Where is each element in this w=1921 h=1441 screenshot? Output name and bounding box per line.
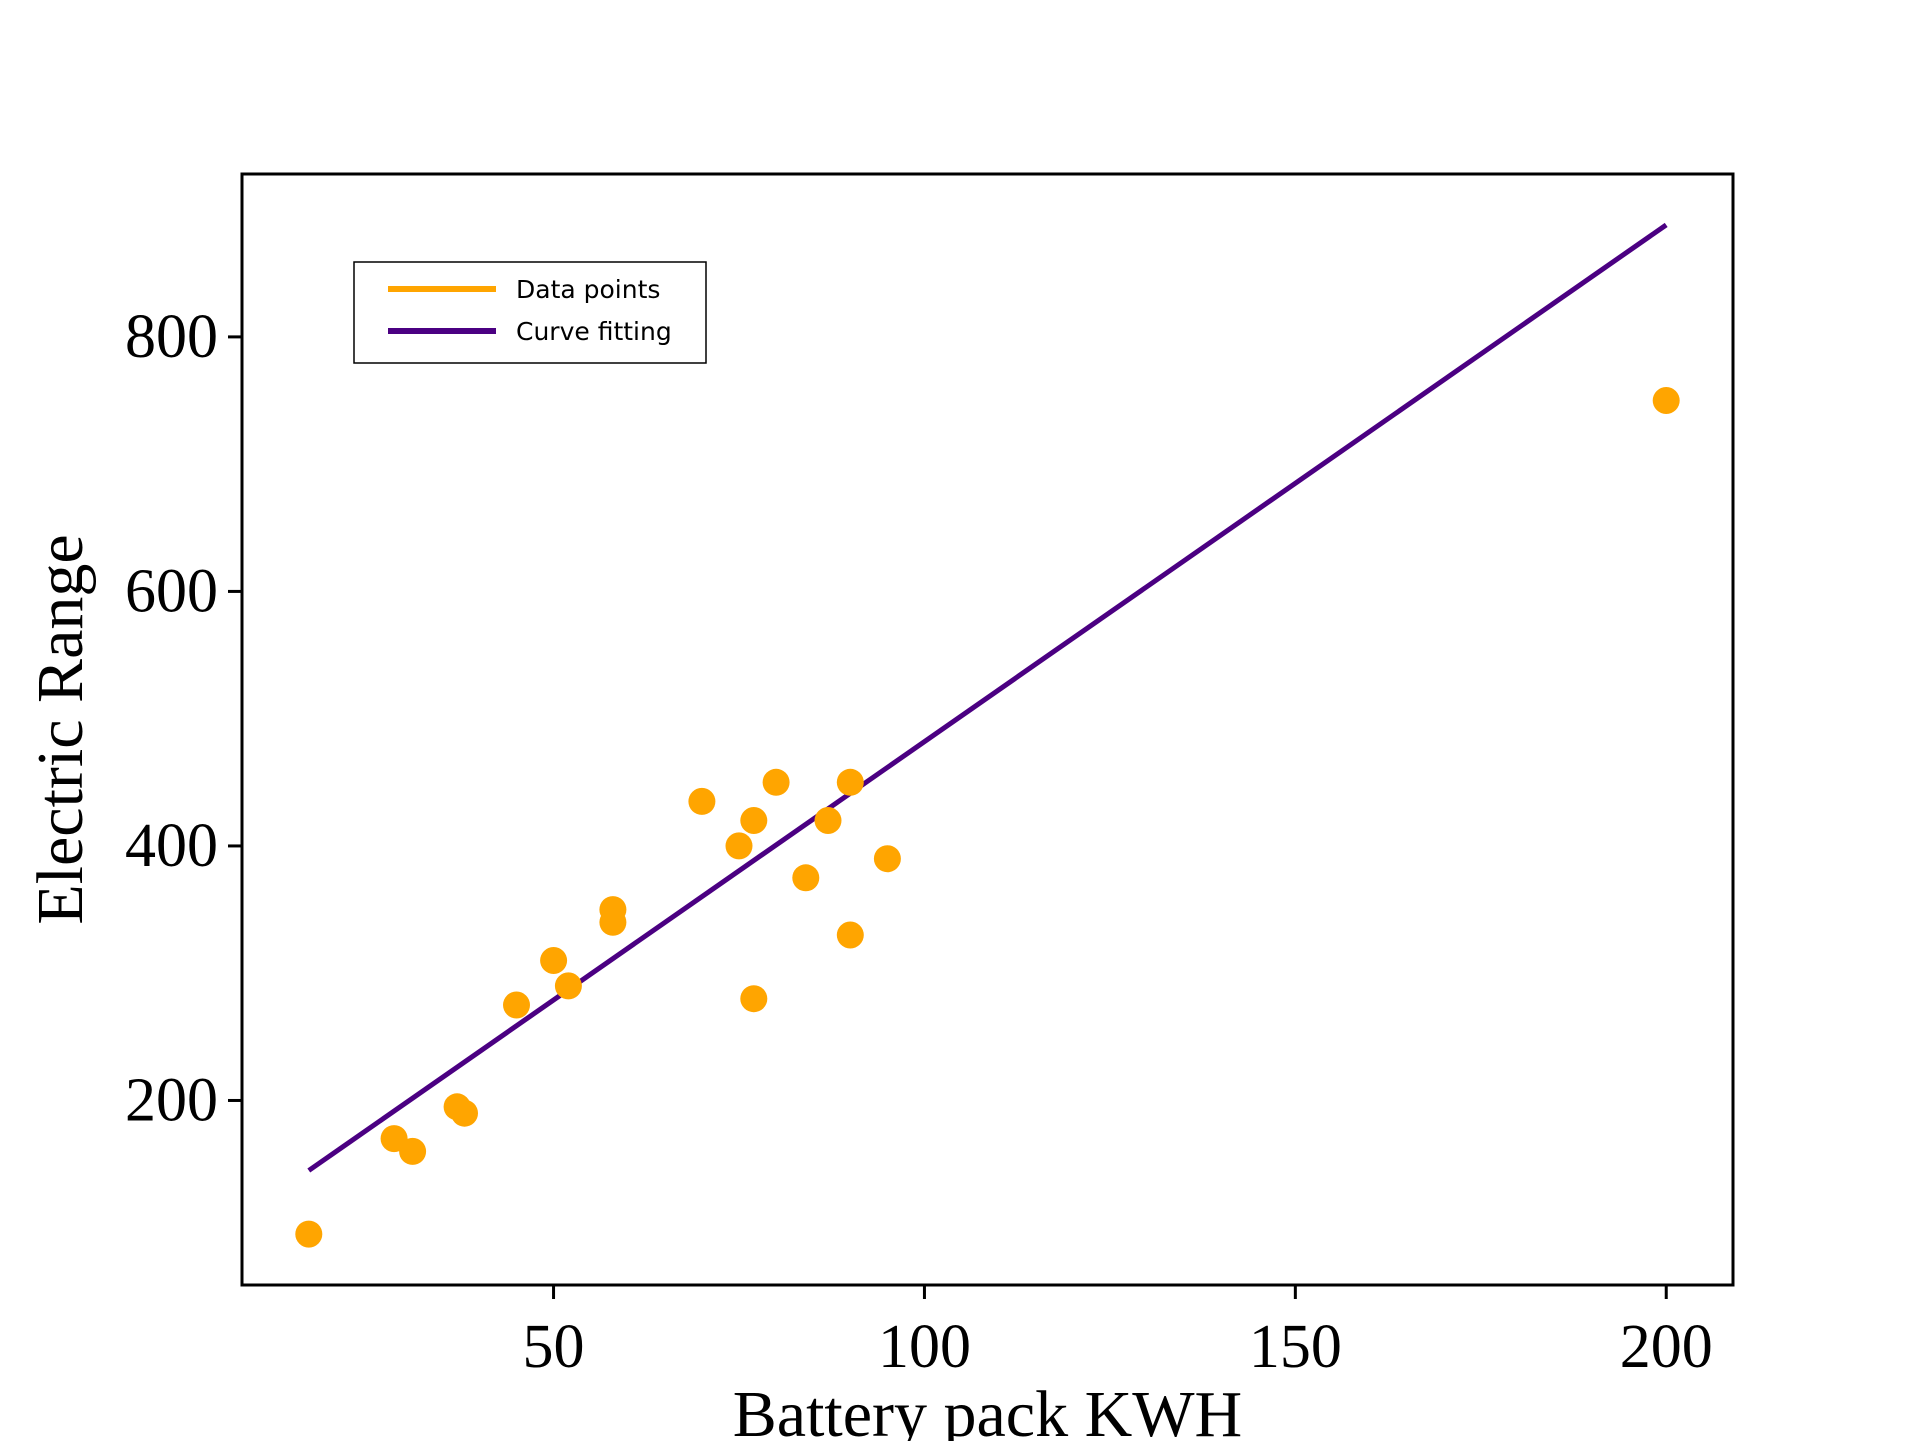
data-point bbox=[836, 768, 864, 796]
x-axis-label: Battery pack KWH bbox=[733, 1378, 1242, 1441]
y-axis-label: Electric Range bbox=[24, 534, 97, 924]
legend-label: Data points bbox=[516, 275, 660, 304]
data-point bbox=[540, 947, 568, 974]
y-tick-label: 800 bbox=[125, 303, 218, 371]
data-point bbox=[451, 1099, 478, 1127]
plot-frame bbox=[240, 172, 1735, 1287]
data-point bbox=[599, 908, 627, 936]
plot-area bbox=[295, 222, 1680, 1248]
x-tick-label: 200 bbox=[1620, 1313, 1713, 1381]
axes: 50 100 150 200 200 400 600 800 Battery pack KWH E… bbox=[24, 172, 1735, 1441]
data-point bbox=[554, 972, 582, 1000]
data-point bbox=[399, 1137, 427, 1165]
data-point bbox=[295, 1220, 323, 1248]
y-tick-label: 200 bbox=[125, 1066, 218, 1134]
x-tick-label: 100 bbox=[878, 1313, 971, 1381]
data-point bbox=[873, 845, 901, 873]
y-tick-label: 400 bbox=[125, 812, 218, 880]
data-point bbox=[688, 787, 716, 815]
data-point bbox=[792, 864, 820, 892]
x-tick-label: 50 bbox=[523, 1313, 585, 1381]
data-point bbox=[503, 991, 530, 1019]
x-tick-label: 150 bbox=[1249, 1313, 1342, 1381]
y-tick-label: 600 bbox=[125, 557, 218, 625]
data-point bbox=[814, 807, 842, 834]
legend-box bbox=[353, 261, 707, 364]
data-point bbox=[836, 921, 864, 949]
legend: Data points Curve fitting bbox=[353, 261, 707, 364]
data-point bbox=[725, 832, 753, 860]
data-point bbox=[740, 807, 768, 834]
fit-line bbox=[307, 222, 1668, 1173]
data-point bbox=[762, 768, 790, 796]
data-point bbox=[740, 985, 768, 1013]
data-point bbox=[1652, 387, 1680, 414]
legend-label: Curve fitting bbox=[516, 317, 672, 346]
